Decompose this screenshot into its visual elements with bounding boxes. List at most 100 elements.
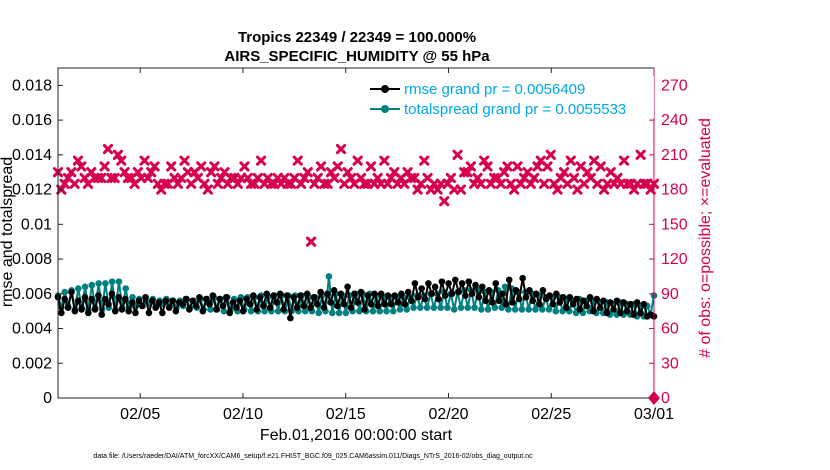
obs-marker	[565, 155, 576, 166]
spread-point	[247, 307, 255, 315]
rmse-point	[159, 309, 166, 317]
rmse-point	[546, 292, 553, 299]
obs-marker	[455, 184, 466, 195]
rmse-point	[367, 300, 375, 308]
rmse-point	[236, 297, 244, 305]
spread-point	[538, 306, 546, 313]
rmse-point	[162, 297, 170, 305]
rmse-point	[465, 278, 473, 285]
rmse-point	[526, 287, 533, 294]
rmse-point	[347, 304, 355, 311]
rmse-point	[246, 300, 254, 308]
rmse-point	[125, 307, 133, 315]
obs-marker	[545, 149, 556, 160]
rmse-point	[118, 306, 126, 313]
rmse-point	[569, 300, 577, 308]
y-right-axis-label: # of obs: o=possible; ×=evaluated	[697, 118, 714, 358]
obs-marker	[335, 143, 347, 155]
obs-marker	[539, 178, 550, 189]
x-tick-label: 02/25	[531, 406, 571, 423]
y-right-tick-label: 180	[661, 182, 688, 199]
obs-marker	[76, 161, 87, 172]
rmse-point	[357, 288, 365, 296]
obs-marker	[172, 178, 183, 189]
rmse-point	[145, 309, 153, 317]
rmse-point	[310, 293, 318, 301]
obs-marker	[332, 161, 343, 172]
rmse-point	[78, 306, 85, 313]
rmse-point	[536, 300, 543, 308]
rmse-point	[276, 290, 284, 298]
rmse-point	[579, 297, 587, 305]
obs-marker	[102, 143, 114, 155]
obs-marker	[628, 184, 640, 195]
rmse-point	[138, 302, 146, 310]
rmse-point	[91, 306, 99, 313]
obs-marker	[72, 155, 84, 166]
spread-point	[511, 306, 519, 313]
spread-point	[301, 307, 309, 315]
obs-marker	[495, 178, 506, 189]
obs-marker	[479, 155, 490, 166]
obs-marker	[502, 161, 513, 172]
obs-marker	[292, 155, 303, 166]
obs-marker	[475, 178, 486, 189]
spread-point	[383, 307, 390, 315]
rmse-point	[186, 306, 193, 313]
spread-point	[129, 293, 136, 301]
rmse-point	[105, 300, 112, 308]
rmse-point	[219, 302, 227, 310]
rmse-point	[384, 292, 392, 299]
obs-marker	[432, 184, 443, 195]
spread-point	[369, 307, 377, 315]
y-left-tick-label: 0.006	[12, 286, 52, 303]
obs-marker	[499, 167, 510, 178]
spread-point	[417, 304, 424, 311]
obs-marker	[452, 149, 463, 160]
rmse-point	[532, 290, 540, 298]
x-tick-label: 02/20	[428, 406, 468, 423]
x-tick-label: 02/15	[326, 406, 366, 423]
spread-point	[403, 306, 411, 313]
legend: rmse grand pr = 0.0056409 totalspread gr…	[366, 76, 654, 118]
rmse-point	[610, 306, 617, 313]
obs-marker	[309, 178, 320, 189]
rmse-point	[633, 299, 641, 306]
rmse-point	[64, 304, 72, 311]
obs-marker	[568, 172, 580, 184]
rmse-point	[613, 297, 621, 305]
rmse-point	[590, 307, 597, 315]
rmse-point	[307, 304, 314, 311]
spread-point	[430, 304, 438, 311]
spread-point	[545, 306, 553, 313]
rmse-point	[455, 288, 463, 296]
obs-marker	[462, 167, 473, 178]
spread-point	[396, 306, 404, 313]
rmse-point	[287, 314, 294, 322]
rmse-point	[132, 309, 139, 317]
rmse-point	[401, 300, 409, 308]
rmse-point	[280, 306, 287, 313]
rmse-point	[313, 300, 321, 308]
obs-marker	[66, 167, 77, 178]
rmse-point	[212, 306, 220, 313]
y-right-tick-label: 0	[661, 390, 670, 407]
rmse-point	[226, 309, 234, 317]
spread-point	[335, 309, 343, 317]
rmse-point	[431, 283, 439, 291]
obs-marker	[232, 178, 243, 189]
obs-marker	[529, 172, 540, 184]
spread-point	[444, 304, 451, 311]
x-tick-label: 03/01	[634, 406, 674, 423]
rmse-point	[169, 297, 176, 305]
rmse-point	[199, 307, 207, 315]
rmse-point	[85, 309, 92, 317]
spread-point	[505, 306, 512, 313]
rmse-point	[293, 304, 301, 311]
rmse-point	[553, 290, 560, 298]
obs-marker	[142, 172, 153, 184]
legend-background	[366, 76, 654, 118]
rmse-point	[115, 293, 122, 301]
obs-marker	[515, 178, 526, 189]
obs-marker	[212, 178, 223, 189]
